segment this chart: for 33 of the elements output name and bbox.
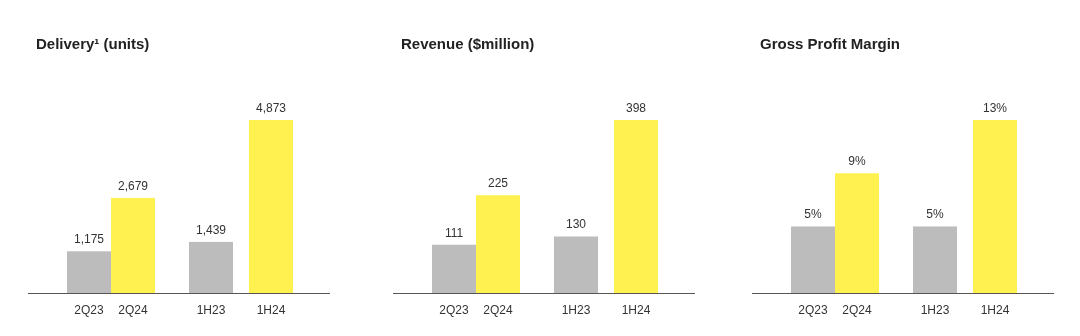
x-tick-label: 2Q23 xyxy=(439,303,469,317)
chart-title: Revenue ($million) xyxy=(401,35,535,52)
data-label: 225 xyxy=(487,176,509,191)
x-tick-label: 1H24 xyxy=(980,303,1010,317)
data-label: 5% xyxy=(926,207,944,222)
x-tick-label: 2Q23 xyxy=(74,303,104,317)
data-label: 4,873 xyxy=(255,101,287,115)
bar xyxy=(249,120,293,293)
bar xyxy=(614,120,658,293)
data-label: 5% xyxy=(804,207,822,222)
data-label: 111 xyxy=(444,225,464,240)
chart-title: Gross Profit Margin xyxy=(760,35,901,52)
x-tick-label: 2Q24 xyxy=(483,303,513,317)
data-label: 13% xyxy=(982,101,1008,115)
bar xyxy=(67,251,111,293)
data-label: 9% xyxy=(848,154,866,169)
x-tick-label: 2Q23 xyxy=(798,303,828,317)
x-tick-label: 1H23 xyxy=(561,303,591,317)
data-label: 2,679 xyxy=(117,178,149,193)
bar xyxy=(554,236,598,293)
x-tick-label: 2Q24 xyxy=(118,303,148,317)
x-tick-label: 2Q24 xyxy=(842,303,872,317)
data-label: 130 xyxy=(565,217,587,232)
x-tick-label: 1H24 xyxy=(256,303,286,317)
chart-title: Delivery¹ (units) xyxy=(36,35,150,52)
x-tick-label: 1H23 xyxy=(920,303,950,317)
data-label: 1,439 xyxy=(195,222,227,237)
data-label: 398 xyxy=(625,101,647,115)
x-tick-label: 1H23 xyxy=(196,303,226,317)
bar xyxy=(189,241,233,293)
x-tick-label: 1H24 xyxy=(621,303,651,317)
data-label: 1,175 xyxy=(73,232,105,247)
bar xyxy=(432,244,476,293)
